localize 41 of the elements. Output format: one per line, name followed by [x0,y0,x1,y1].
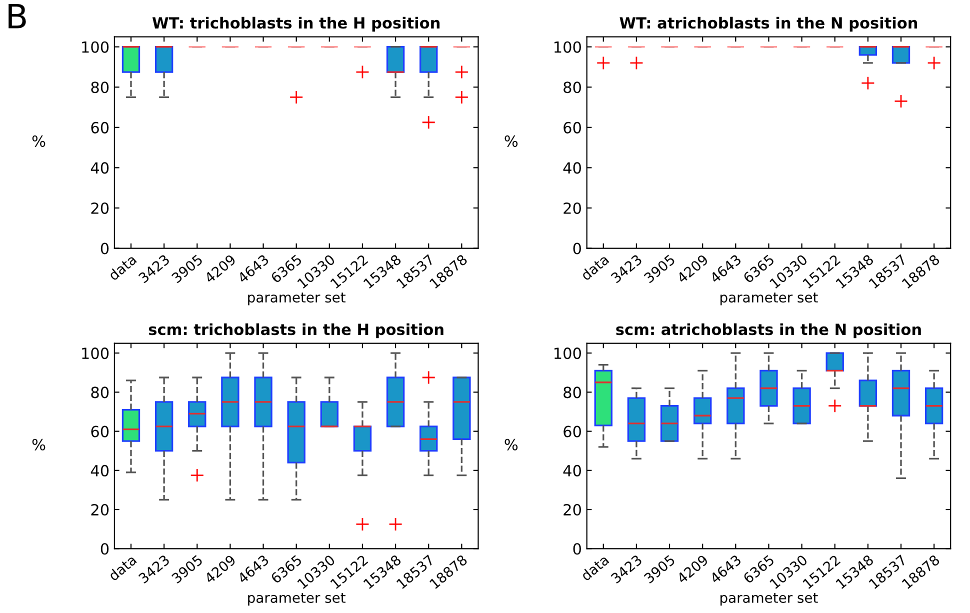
y-tick-label: 40 [563,162,581,174]
y-axis-title: % [504,438,518,450]
y-tick-label: 100 [554,41,581,53]
text: B [8,4,26,28]
chart-title: WT: atrichoblasts in the N position [620,16,918,32]
y-tick-label: 80 [564,82,581,94]
y-tick-label: 80 [564,386,581,398]
y-tick-label: 60 [564,426,581,438]
y-tick-label: 100 [82,348,109,360]
x-tick-label: data [580,554,610,582]
y-tick-label: 40 [90,162,109,174]
y-tick-label: 20 [564,202,581,214]
y-axis-title: % [32,135,46,147]
y-tick-label: 60 [91,122,109,134]
y-tick-label: 100 [82,41,109,53]
x-tick-label: data [108,554,137,582]
y-tick-label: 100 [554,348,581,360]
y-tick-label: 20 [91,202,109,214]
y-tick-label: 40 [563,464,581,476]
y-tick-label: 0 [100,543,109,555]
x-tick-label: data [108,254,137,281]
y-tick-label: 20 [564,504,581,516]
y-tick-label: 0 [573,242,581,254]
x-axis-title: parameter set [720,292,818,306]
chart-title: WT: trichoblasts in the H position [152,16,440,32]
y-tick-label: 40 [90,464,109,476]
y-tick-label: 0 [100,242,109,254]
x-axis-title: parameter set [248,592,346,606]
y-tick-label: 80 [91,386,109,398]
chart-title: scm: atrichoblasts in the N position [616,323,921,338]
y-axis-title: % [504,135,518,147]
y-tick-label: 80 [91,82,109,94]
y-tick-label: 60 [91,426,109,438]
y-tick-label: 0 [573,543,581,555]
y-tick-label: 20 [91,504,109,516]
x-axis-title: parameter set [248,292,346,306]
y-tick-label: 60 [564,122,581,134]
y-axis-title: % [32,438,46,450]
x-axis-title: parameter set [720,592,818,606]
x-tick-label: data [580,254,610,281]
chart-title: scm: trichoblasts in the H position [148,323,444,338]
